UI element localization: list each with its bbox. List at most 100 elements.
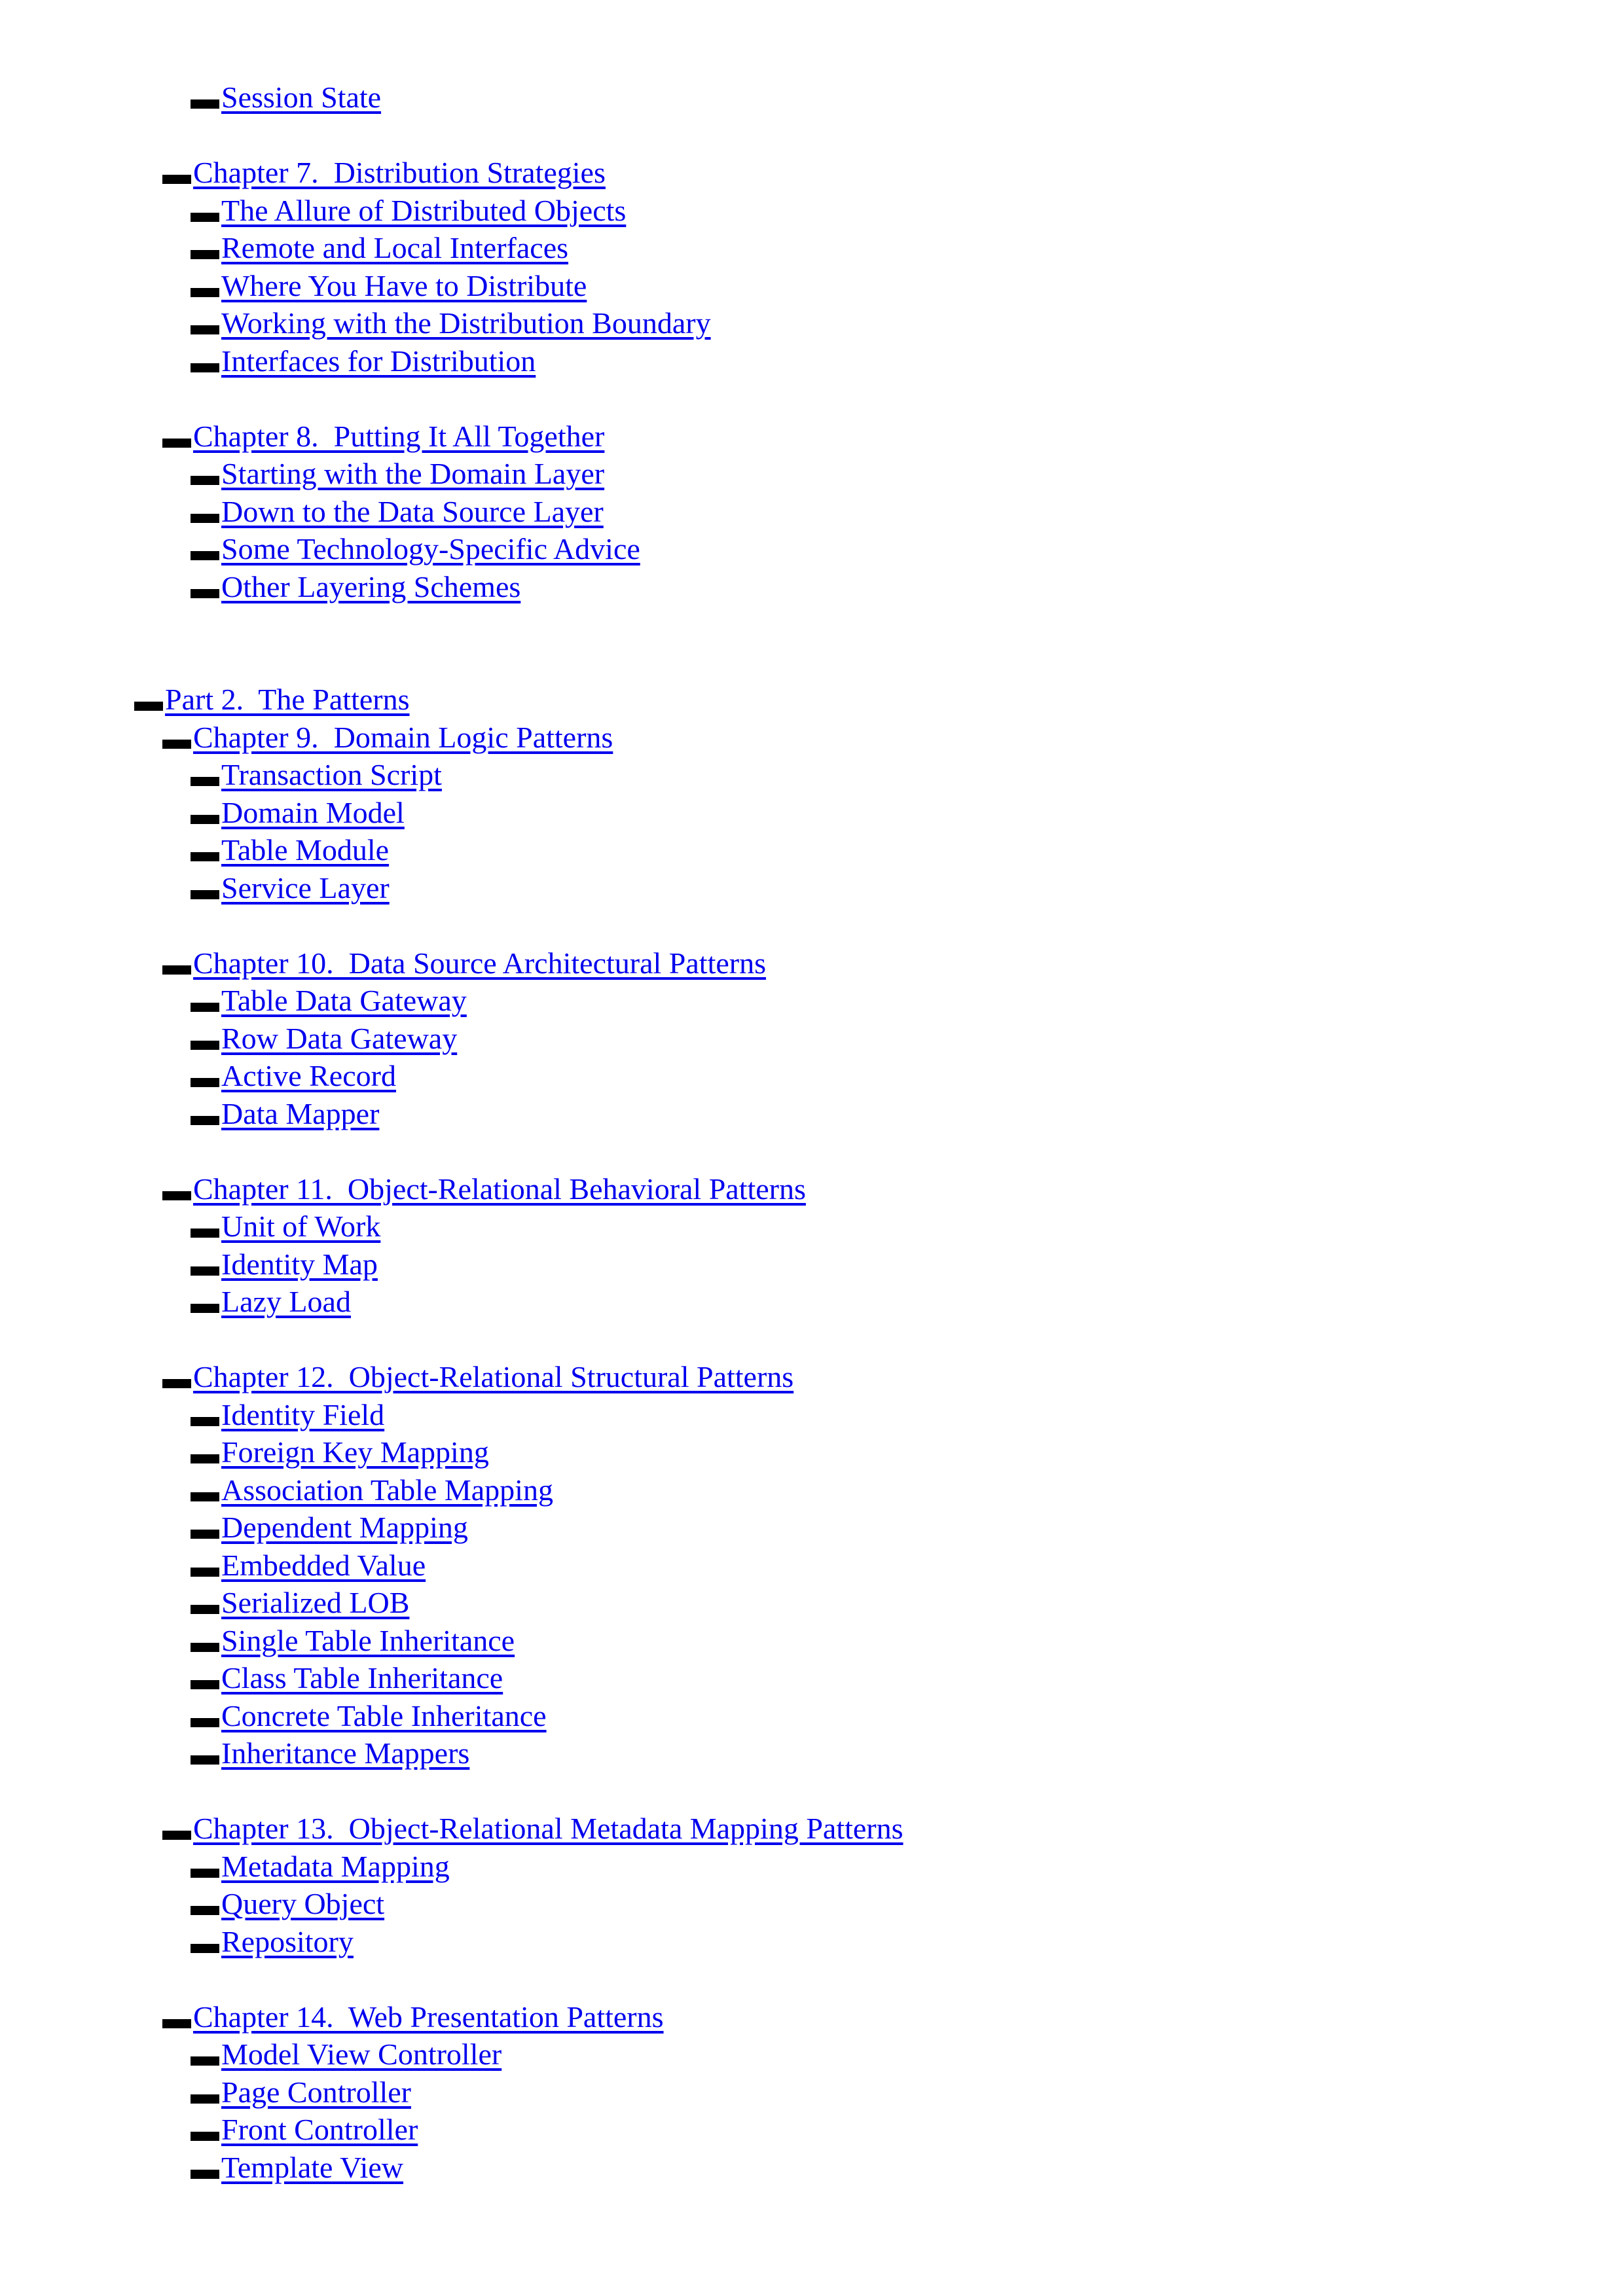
- bullet-dash-icon: [191, 1717, 219, 1727]
- toc-link[interactable]: Serialized LOB: [191, 1586, 409, 1619]
- toc-link[interactable]: Chapter 11. Object-Relational Behavioral…: [162, 1172, 806, 1206]
- toc-link[interactable]: Metadata Mapping: [191, 1850, 450, 1883]
- toc-link[interactable]: Single Table Inheritance: [191, 1624, 515, 1657]
- toc-link[interactable]: Working with the Distribution Boundary: [191, 306, 711, 340]
- bullet-dash-icon: [191, 1078, 219, 1087]
- bullet-dash-icon: [162, 2018, 191, 2028]
- toc-entry-chapter: Chapter 14. Web Presentation Patterns: [0, 1998, 1623, 2036]
- toc-link[interactable]: Identity Field: [191, 1398, 384, 1431]
- toc-link-label: Class Table Inheritance: [221, 1661, 503, 1695]
- toc-link[interactable]: Page Controller: [191, 2075, 411, 2109]
- toc-link[interactable]: Domain Model: [191, 796, 405, 829]
- toc-link-label: Repository: [221, 1924, 354, 1958]
- toc-link[interactable]: Chapter 14. Web Presentation Patterns: [162, 2000, 664, 2034]
- toc-entry-section: Some Technology-Specific Advice: [0, 530, 1623, 568]
- toc-link[interactable]: Starting with the Domain Layer: [191, 457, 604, 490]
- toc-link-label: Serialized LOB: [221, 1586, 410, 1619]
- bullet-dash-icon: [191, 325, 219, 334]
- toc-entry-chapter: Chapter 8. Putting It All Together: [0, 418, 1623, 456]
- toc-link[interactable]: Association Table Mapping: [191, 1473, 553, 1507]
- toc-link-label: Working with the Distribution Boundary: [221, 306, 711, 340]
- bullet-dash-icon: [191, 287, 219, 297]
- toc-link[interactable]: Transaction Script: [191, 758, 442, 791]
- toc-entry-section: Serialized LOB: [0, 1584, 1623, 1622]
- bullet-dash-icon: [191, 889, 219, 899]
- bullet-dash-icon: [191, 1266, 219, 1276]
- bullet-dash-icon: [191, 1868, 219, 1878]
- bullet-dash-icon: [191, 1492, 219, 1501]
- toc-link[interactable]: Dependent Mapping: [191, 1511, 468, 1544]
- toc-link[interactable]: Chapter 12. Object-Relational Structural…: [162, 1360, 793, 1393]
- bullet-dash-icon: [191, 1454, 219, 1463]
- toc-link-label: Part 2. The Patterns: [165, 683, 410, 716]
- toc-link[interactable]: Where You Have to Distribute: [191, 269, 587, 302]
- toc-link[interactable]: Lazy Load: [191, 1285, 351, 1318]
- toc-link-label: Single Table Inheritance: [221, 1623, 515, 1657]
- toc-link-label: Row Data Gateway: [221, 1021, 458, 1055]
- toc-link[interactable]: Data Mapper: [191, 1097, 379, 1130]
- toc-link[interactable]: Some Technology-Specific Advice: [191, 532, 640, 565]
- bullet-dash-icon: [162, 1191, 191, 1200]
- toc-link[interactable]: Interfaces for Distribution: [191, 344, 536, 378]
- bullet-dash-icon: [134, 702, 163, 711]
- toc-link-label: Where You Have to Distribute: [221, 268, 587, 302]
- toc-link[interactable]: Model View Controller: [191, 2037, 501, 2071]
- toc-entry-section: Starting with the Domain Layer: [0, 455, 1623, 493]
- toc-link[interactable]: Service Layer: [191, 871, 390, 905]
- toc-link[interactable]: Chapter 9. Domain Logic Patterns: [162, 721, 613, 754]
- toc-link-label: Model View Controller: [221, 2037, 502, 2071]
- toc-link[interactable]: Chapter 8. Putting It All Together: [162, 420, 604, 453]
- toc-entry-section: Active Record: [0, 1057, 1623, 1095]
- bullet-dash-icon: [191, 1304, 219, 1313]
- toc-link-label: Starting with the Domain Layer: [221, 457, 605, 490]
- toc-link[interactable]: Inheritance Mappers: [191, 1736, 469, 1770]
- toc-link-label: Lazy Load: [221, 1285, 351, 1318]
- toc-link[interactable]: Unit of Work: [191, 1210, 380, 1243]
- toc-link[interactable]: Table Data Gateway: [191, 984, 467, 1017]
- toc-link[interactable]: Foreign Key Mapping: [191, 1435, 489, 1469]
- toc-link[interactable]: Chapter 13. Object-Relational Metadata M…: [162, 1812, 903, 1845]
- toc-entry-section: Query Object: [0, 1885, 1623, 1923]
- toc-link[interactable]: Embedded Value: [191, 1549, 426, 1582]
- toc-link[interactable]: Class Table Inheritance: [191, 1661, 503, 1695]
- toc-link[interactable]: Session State: [191, 81, 381, 114]
- toc-entry-section: Concrete Table Inheritance: [0, 1697, 1623, 1735]
- toc-link[interactable]: Concrete Table Inheritance: [191, 1699, 547, 1732]
- toc-link-label: Front Controller: [221, 2113, 418, 2146]
- bullet-dash-icon: [191, 1567, 219, 1577]
- toc-entry-section: Repository: [0, 1923, 1623, 1961]
- toc-link[interactable]: Template View: [191, 2151, 403, 2184]
- bullet-dash-icon: [191, 2056, 219, 2066]
- toc-link[interactable]: Row Data Gateway: [191, 1022, 457, 1055]
- toc-entry-chapter: Chapter 11. Object-Relational Behavioral…: [0, 1170, 1623, 1208]
- toc-link[interactable]: The Allure of Distributed Objects: [191, 194, 626, 227]
- bullet-dash-icon: [191, 2132, 219, 2141]
- bullet-dash-icon: [191, 588, 219, 598]
- bullet-dash-icon: [191, 1115, 219, 1125]
- toc-link[interactable]: Active Record: [191, 1059, 396, 1092]
- toc-link-label: Chapter 9. Domain Logic Patterns: [193, 720, 613, 754]
- toc-link-label: Chapter 8. Putting It All Together: [193, 419, 605, 453]
- toc-link[interactable]: Part 2. The Patterns: [134, 683, 409, 716]
- toc-link-label: Identity Field: [221, 1397, 385, 1431]
- toc-link[interactable]: Repository: [191, 1925, 354, 1958]
- toc-link-label: Page Controller: [221, 2075, 411, 2109]
- toc-link[interactable]: Table Module: [191, 833, 389, 867]
- toc-link[interactable]: Down to the Data Source Layer: [191, 495, 604, 528]
- toc-link[interactable]: Chapter 10. Data Source Architectural Pa…: [162, 946, 766, 980]
- toc-entry-section: Single Table Inheritance: [0, 1622, 1623, 1660]
- toc-entry-section: Foreign Key Mapping: [0, 1433, 1623, 1471]
- toc-link-label: Chapter 13. Object-Relational Metadata M…: [193, 1812, 903, 1845]
- toc-link[interactable]: Query Object: [191, 1887, 384, 1920]
- toc-link[interactable]: Other Layering Schemes: [191, 570, 520, 603]
- toc-link-label: Data Mapper: [221, 1096, 380, 1130]
- toc-link[interactable]: Chapter 7. Distribution Strategies: [162, 156, 606, 189]
- bullet-dash-icon: [191, 1605, 219, 1614]
- toc-link[interactable]: Remote and Local Interfaces: [191, 231, 568, 264]
- toc-link[interactable]: Front Controller: [191, 2113, 418, 2146]
- bullet-dash-icon: [191, 1003, 219, 1012]
- toc-link[interactable]: Identity Map: [191, 1247, 378, 1281]
- toc-link-label: Transaction Script: [221, 758, 442, 791]
- toc-link-label: Session State: [221, 81, 382, 114]
- toc-entry-section: Metadata Mapping: [0, 1848, 1623, 1886]
